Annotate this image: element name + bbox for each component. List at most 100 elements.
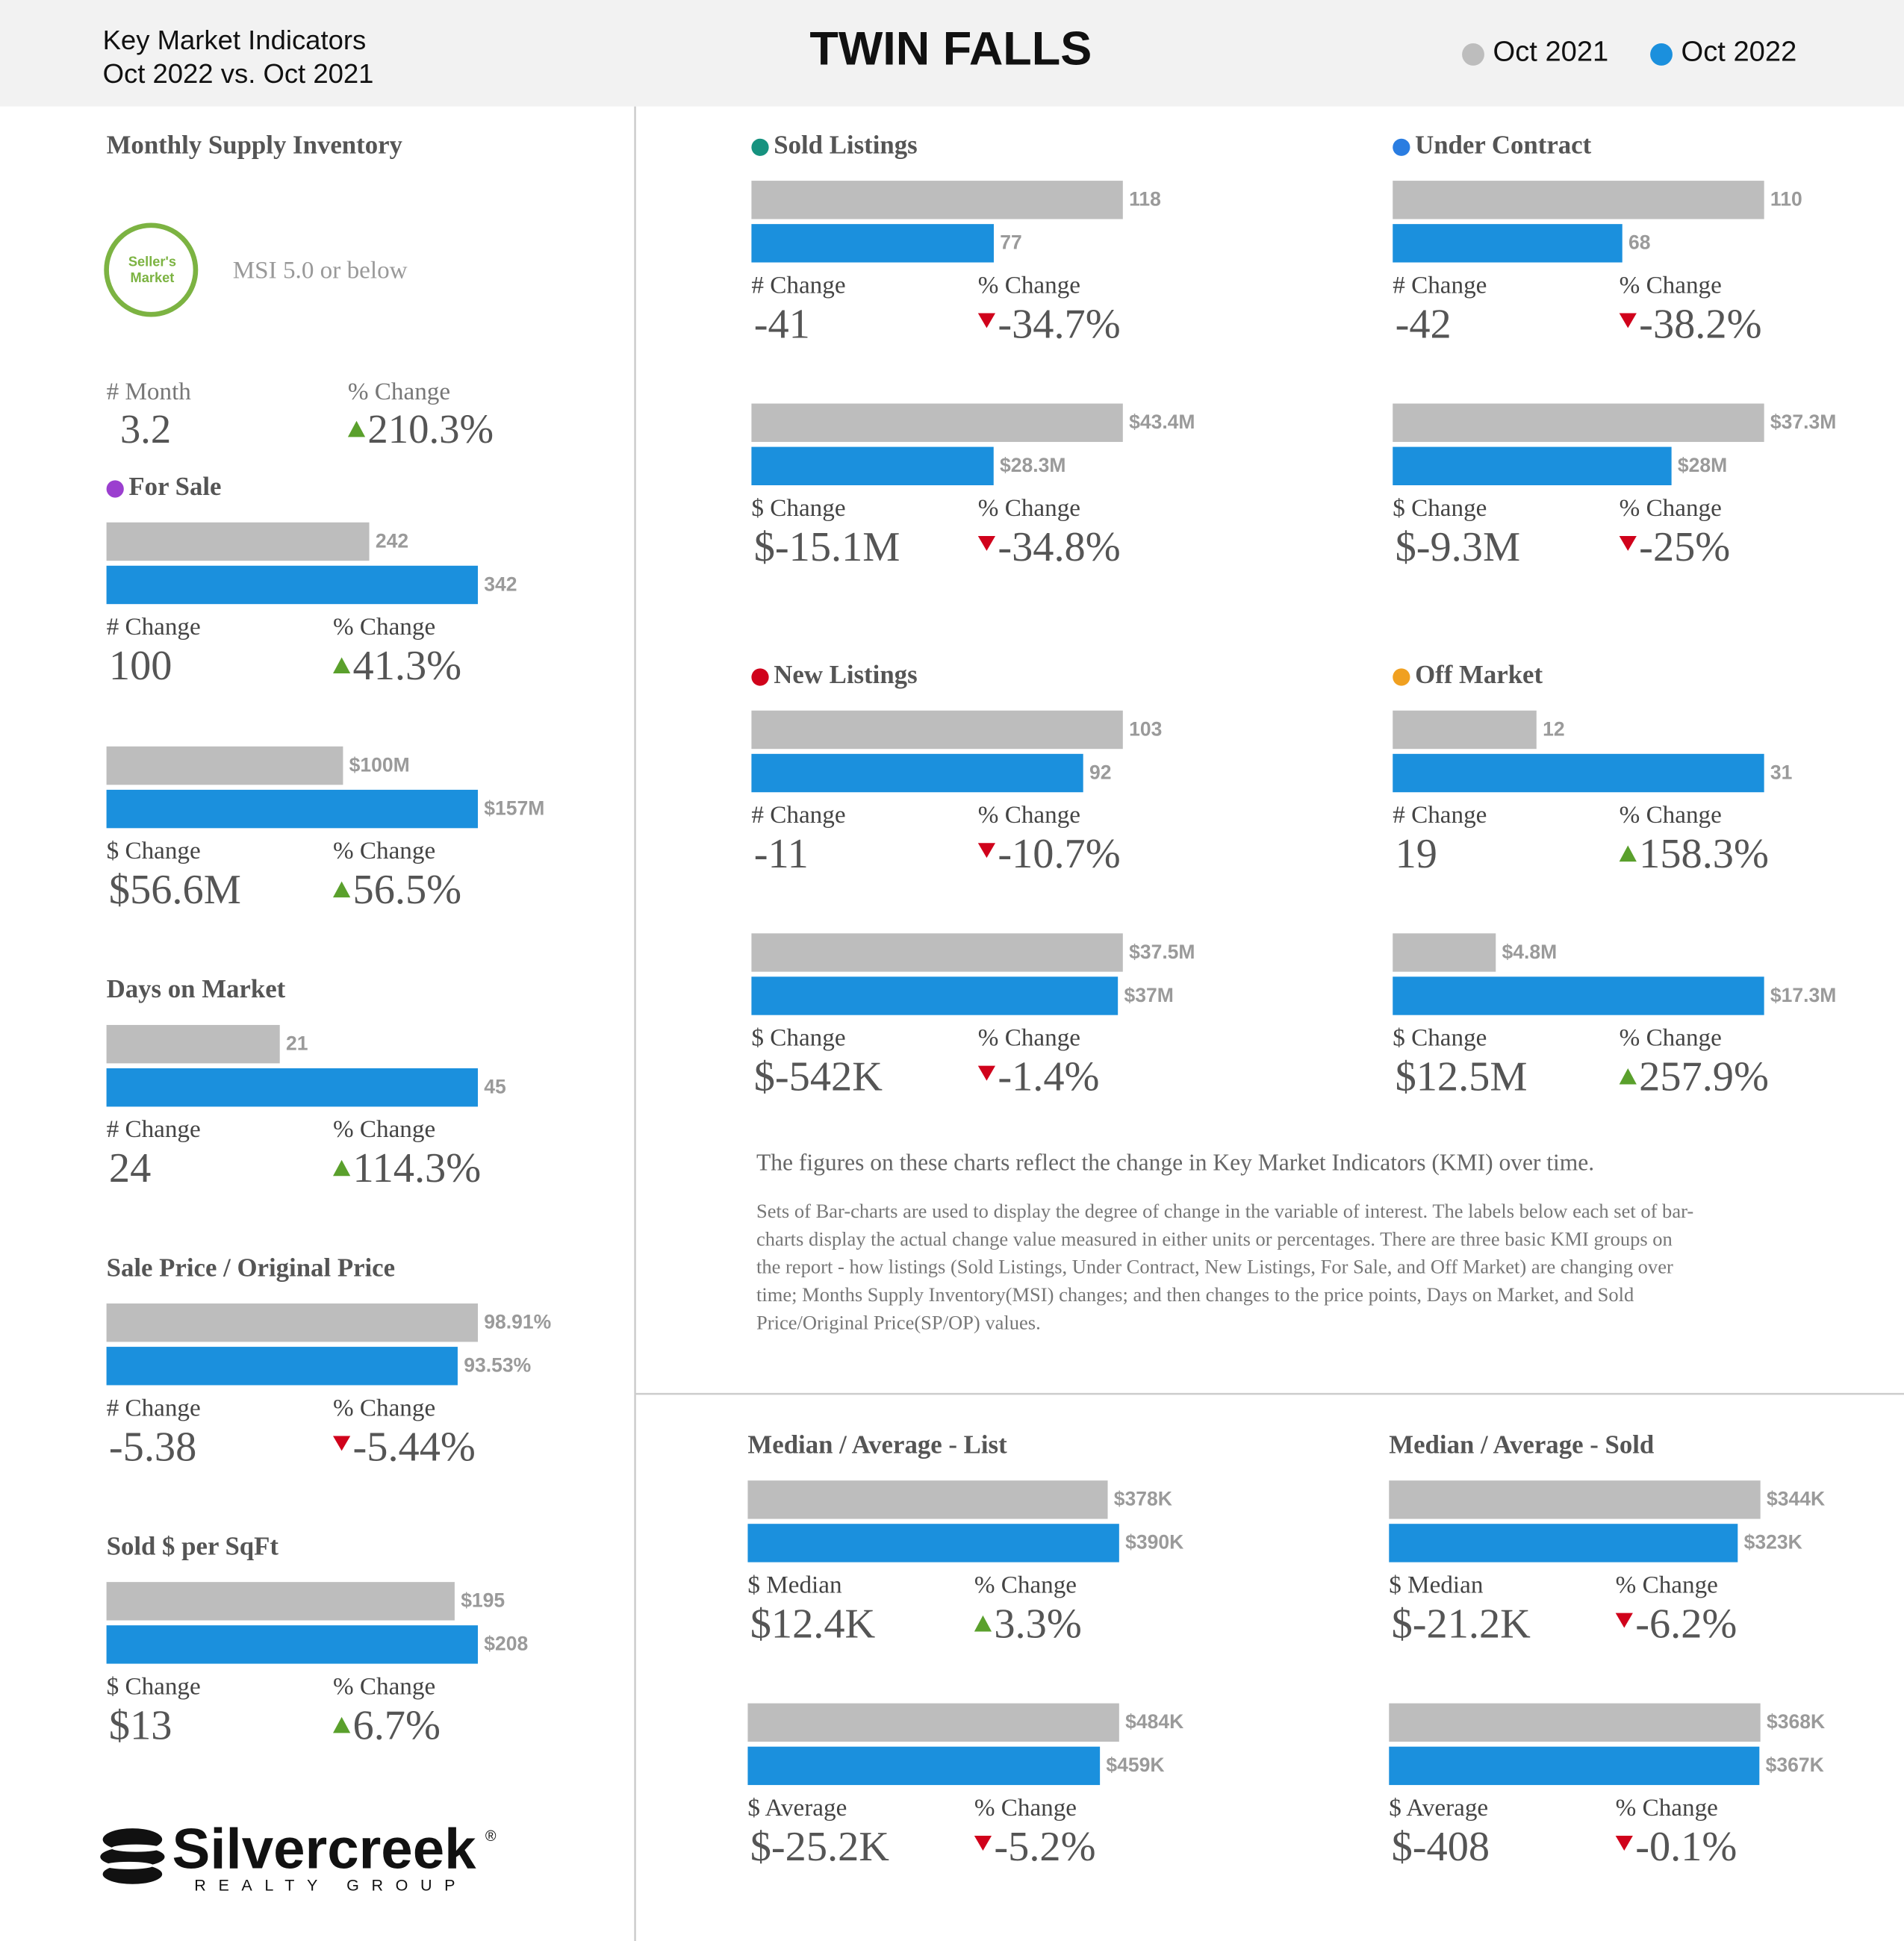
title-dot [751, 668, 769, 686]
value-label: 242 [376, 529, 408, 552]
chart-title: Days on Market [107, 974, 286, 1003]
value-label: 93.53% [464, 1354, 531, 1377]
logo-swoosh [102, 1864, 163, 1884]
value-label: 98.91% [484, 1311, 551, 1333]
change-value: 100 [109, 643, 172, 689]
value-label: $459K [1106, 1754, 1164, 1776]
bar [751, 224, 994, 263]
chart-title: Under Contract [1415, 130, 1592, 159]
change-label: % Change [1616, 1794, 1718, 1822]
change-label: % Change [974, 1794, 1077, 1822]
change-label: % Change [978, 1024, 1080, 1051]
change-arrow [1615, 1836, 1633, 1851]
change-label: % Change [1620, 1024, 1722, 1051]
bar [1393, 976, 1764, 1015]
pct-value: -25% [1639, 524, 1730, 570]
value-label: $484K [1125, 1710, 1183, 1733]
change-label: $ Average [1389, 1794, 1488, 1822]
bar [751, 753, 1083, 793]
bar [751, 933, 1123, 972]
change-label: $ Change [751, 494, 845, 522]
change-label: % Change [974, 1571, 1077, 1598]
bar [1393, 933, 1496, 972]
change-value: -42 [1396, 301, 1452, 347]
bar [1393, 446, 1672, 485]
pct-value: 56.5% [353, 867, 462, 913]
value-label: 21 [286, 1032, 308, 1054]
section-title: Monthly Supply Inventory [107, 130, 403, 159]
change-label: # Change [107, 613, 201, 641]
value-label: 110 [1770, 188, 1802, 211]
value-label: 45 [484, 1076, 506, 1098]
bar [106, 746, 343, 785]
pct-value: -1.4% [998, 1054, 1099, 1100]
bar [751, 446, 994, 485]
change-label: % Change [1620, 271, 1722, 299]
bar [747, 1746, 1101, 1786]
bar [106, 565, 478, 605]
badge-text: Seller's [128, 253, 176, 269]
value-label: 31 [1770, 761, 1793, 783]
change-arrow [333, 1436, 351, 1451]
change-label: % Change [333, 1394, 435, 1421]
change-label: $ Average [747, 1794, 847, 1822]
change-label: # Change [1393, 271, 1487, 299]
chart-title: Off Market [1415, 660, 1543, 689]
chart-title: Sold $ per SqFt [107, 1531, 279, 1560]
value-label: $323K [1744, 1531, 1802, 1554]
description-line: time; Months Supply Inventory(MSI) chang… [756, 1283, 1634, 1306]
change-arrow [1619, 1068, 1637, 1085]
change-arrow [347, 420, 366, 437]
change-value: $12.4K [750, 1601, 876, 1647]
change-value: $-408 [1392, 1824, 1490, 1870]
change-value: $-542K [754, 1054, 883, 1100]
bar [106, 789, 478, 829]
value-label: 12 [1543, 717, 1564, 740]
change-arrow [333, 881, 351, 898]
bar [1389, 1480, 1761, 1519]
value-label: $37.3M [1770, 411, 1836, 433]
legend-dot [1462, 43, 1484, 66]
change-label: % Change [333, 613, 435, 641]
change-value: -11 [754, 831, 809, 877]
badge [104, 222, 199, 317]
change-value: $-25.2K [750, 1824, 890, 1870]
header-band [0, 0, 1904, 107]
change-label: % Change [348, 378, 450, 405]
change-value: $56.6M [109, 867, 241, 913]
chart-title: Median / Average - List [747, 1430, 1007, 1459]
change-value: $13 [109, 1702, 172, 1748]
change-label: # Change [1393, 801, 1487, 829]
bar [1389, 1703, 1761, 1742]
logo-swoosh [104, 1861, 154, 1869]
change-label: # Change [107, 1394, 201, 1421]
value-label: $37.5M [1129, 941, 1195, 963]
value-label: $368K [1767, 1710, 1825, 1733]
change-label: % Change [333, 837, 435, 864]
change-arrow [974, 1836, 992, 1851]
title-dot [106, 480, 124, 498]
header-subtitle: Oct 2022 vs. Oct 2021 [103, 58, 374, 89]
pct-value: -34.7% [998, 301, 1120, 347]
value-label: 342 [484, 573, 517, 595]
bar [106, 1068, 478, 1107]
change-value: 24 [109, 1145, 151, 1191]
change-value: $-15.1M [754, 524, 900, 570]
pct-value: 114.3% [353, 1145, 482, 1191]
value-label: 92 [1089, 761, 1111, 783]
bar [106, 1303, 478, 1342]
value-label: $208 [484, 1633, 528, 1655]
bar [106, 1024, 280, 1064]
bar [106, 1347, 458, 1386]
change-value: 19 [1396, 831, 1437, 877]
pct-value: -34.8% [998, 524, 1120, 570]
change-label: % Change [333, 1115, 435, 1143]
change-label: $ Median [1389, 1571, 1484, 1598]
pct-value: -0.1% [1635, 1824, 1737, 1870]
pct-value: 41.3% [353, 643, 462, 689]
bar [106, 522, 370, 561]
logo-name: Silvercreek [172, 1817, 476, 1881]
legend-label: Oct 2021 [1493, 35, 1609, 67]
legend-dot [1650, 43, 1673, 66]
